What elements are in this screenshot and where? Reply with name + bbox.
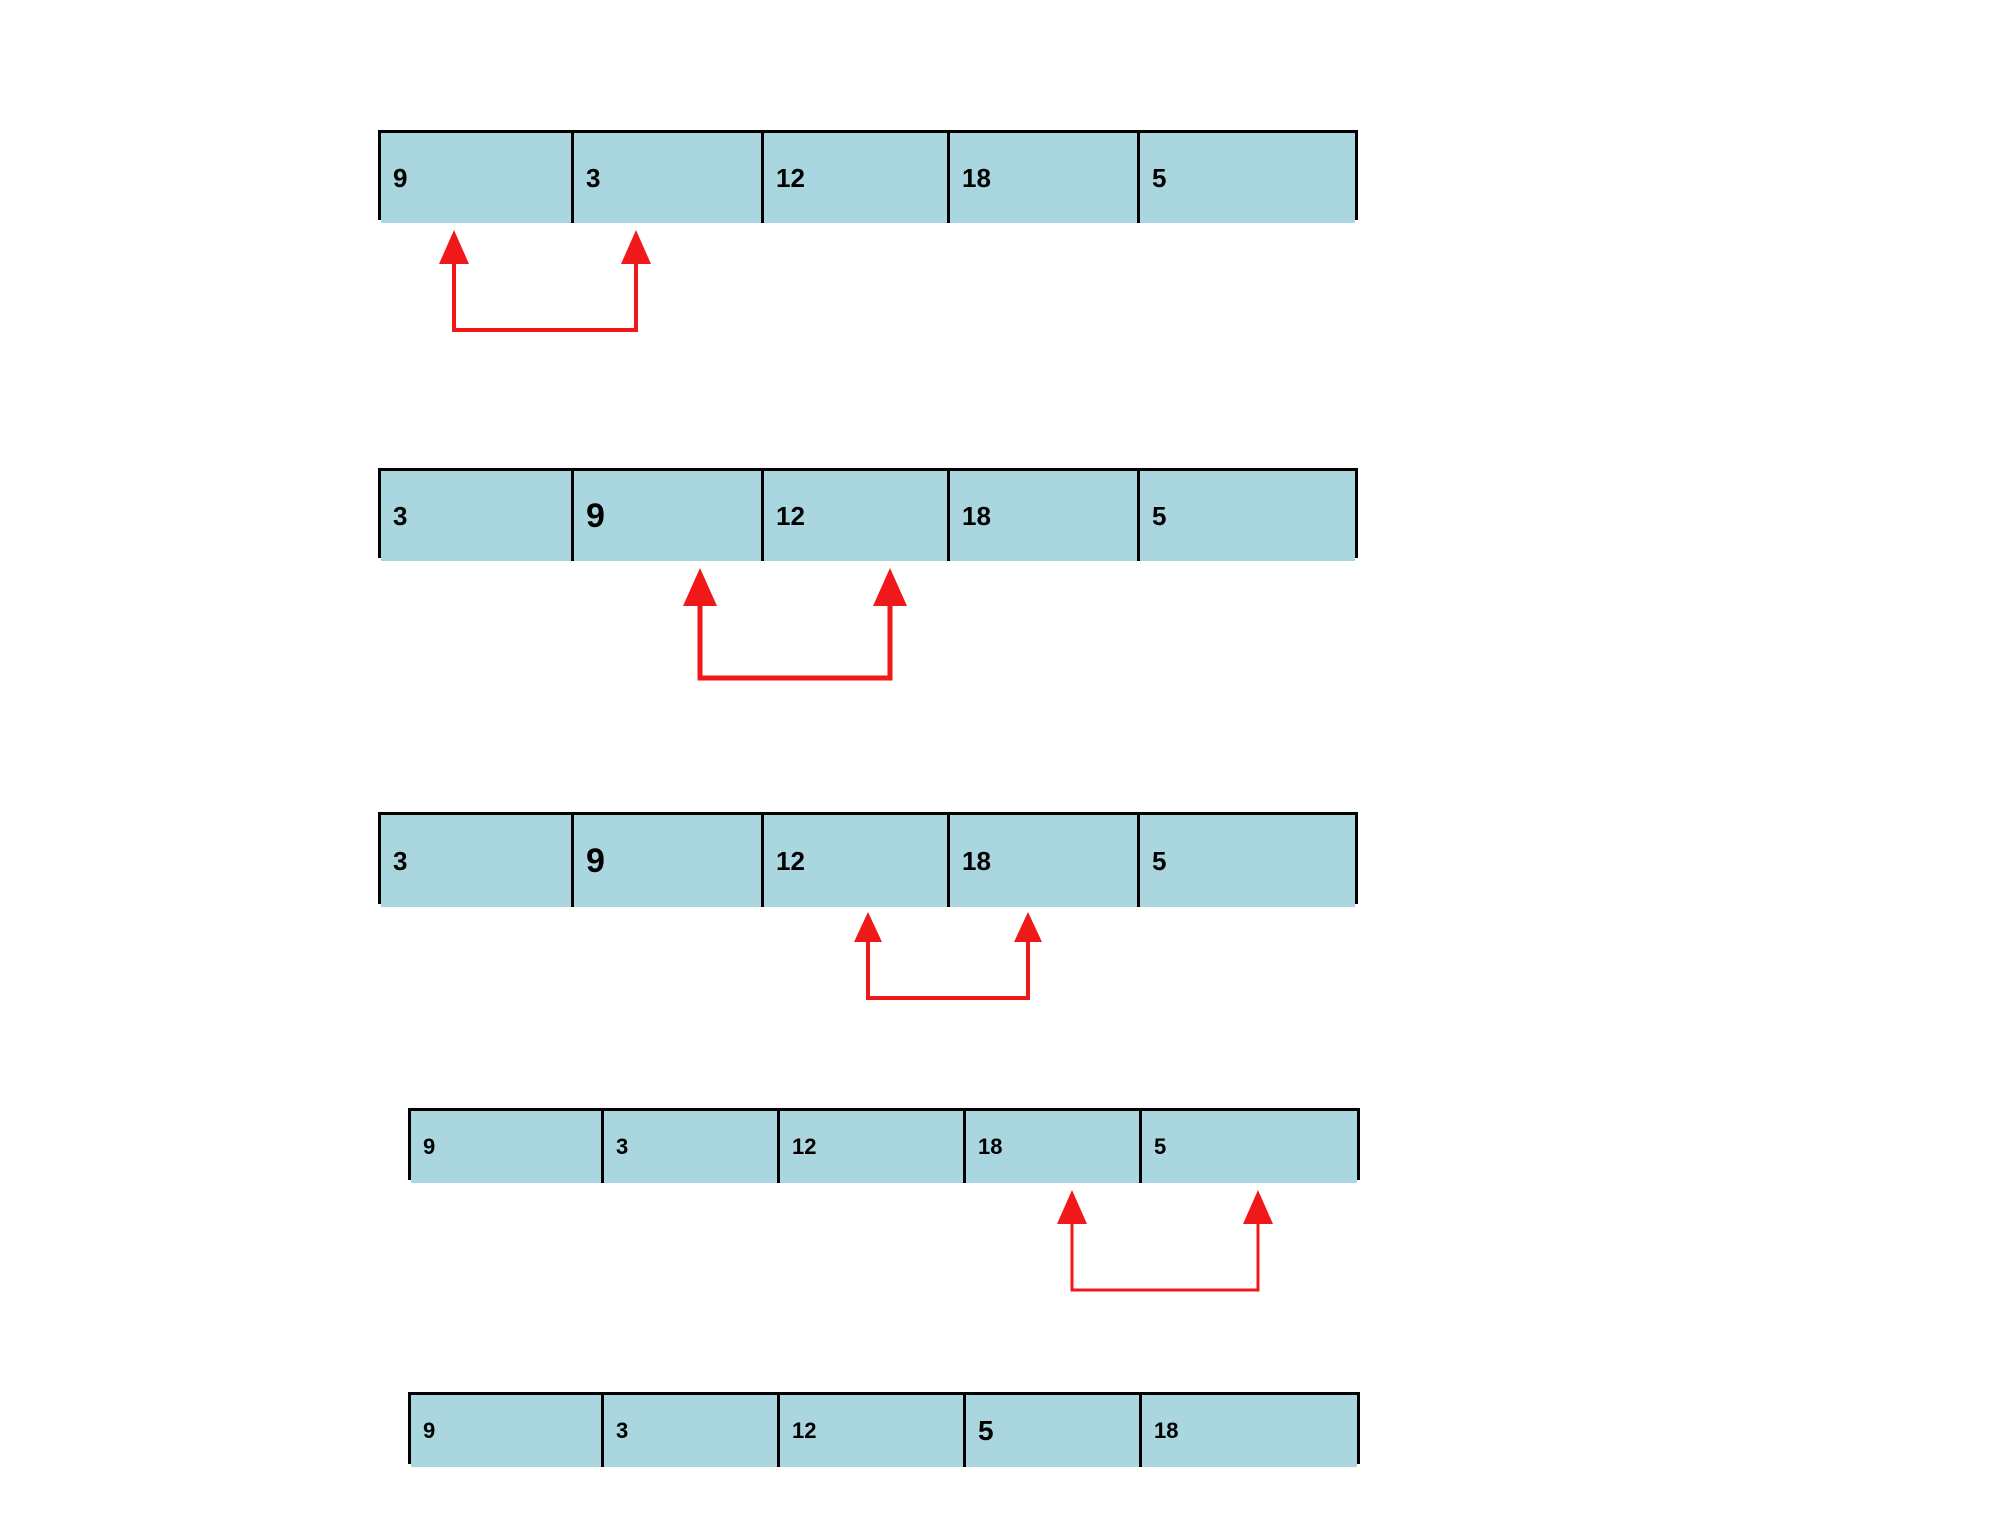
array-cell: 9 [571, 471, 761, 561]
array-row: 3912185 [378, 468, 1358, 558]
array-cell: 12 [761, 133, 947, 223]
array-cell: 18 [1139, 1395, 1357, 1467]
array-cell: 18 [963, 1111, 1139, 1183]
swap-arrowhead [1057, 1190, 1087, 1224]
swap-arrowhead [439, 230, 469, 264]
array-row: 9312518 [408, 1392, 1360, 1464]
array-row: 9312185 [408, 1108, 1360, 1180]
swap-arrowhead [854, 912, 882, 942]
swap-arrowhead [873, 568, 907, 606]
array-cell: 5 [1137, 471, 1355, 561]
array-cell: 5 [1139, 1111, 1357, 1183]
array-cell: 3 [381, 815, 571, 907]
swap-arrowhead [1014, 912, 1042, 942]
arrows-layer [0, 0, 2008, 1540]
swap-connector [868, 942, 1028, 998]
array-cell: 5 [963, 1395, 1139, 1467]
array-cell: 5 [1137, 815, 1355, 907]
array-row: 3912185 [378, 812, 1358, 904]
array-cell: 18 [947, 133, 1137, 223]
swap-connector [454, 264, 636, 330]
array-cell: 9 [411, 1395, 601, 1467]
swap-connector [1072, 1224, 1258, 1290]
array-cell: 3 [601, 1395, 777, 1467]
array-cell: 12 [761, 471, 947, 561]
array-cell: 12 [777, 1395, 963, 1467]
array-cell: 9 [411, 1111, 601, 1183]
array-cell: 9 [381, 133, 571, 223]
array-row: 9312185 [378, 130, 1358, 220]
array-cell: 12 [777, 1111, 963, 1183]
array-cell: 9 [571, 815, 761, 907]
diagram-stage: 93121853912185391218593121859312518 [0, 0, 2008, 1540]
array-cell: 5 [1137, 133, 1355, 223]
array-cell: 3 [381, 471, 571, 561]
array-cell: 12 [761, 815, 947, 907]
swap-arrowhead [683, 568, 717, 606]
array-cell: 3 [601, 1111, 777, 1183]
array-cell: 18 [947, 471, 1137, 561]
swap-arrowhead [621, 230, 651, 264]
array-cell: 3 [571, 133, 761, 223]
swap-arrowhead [1243, 1190, 1273, 1224]
array-cell: 18 [947, 815, 1137, 907]
swap-connector [700, 606, 890, 678]
